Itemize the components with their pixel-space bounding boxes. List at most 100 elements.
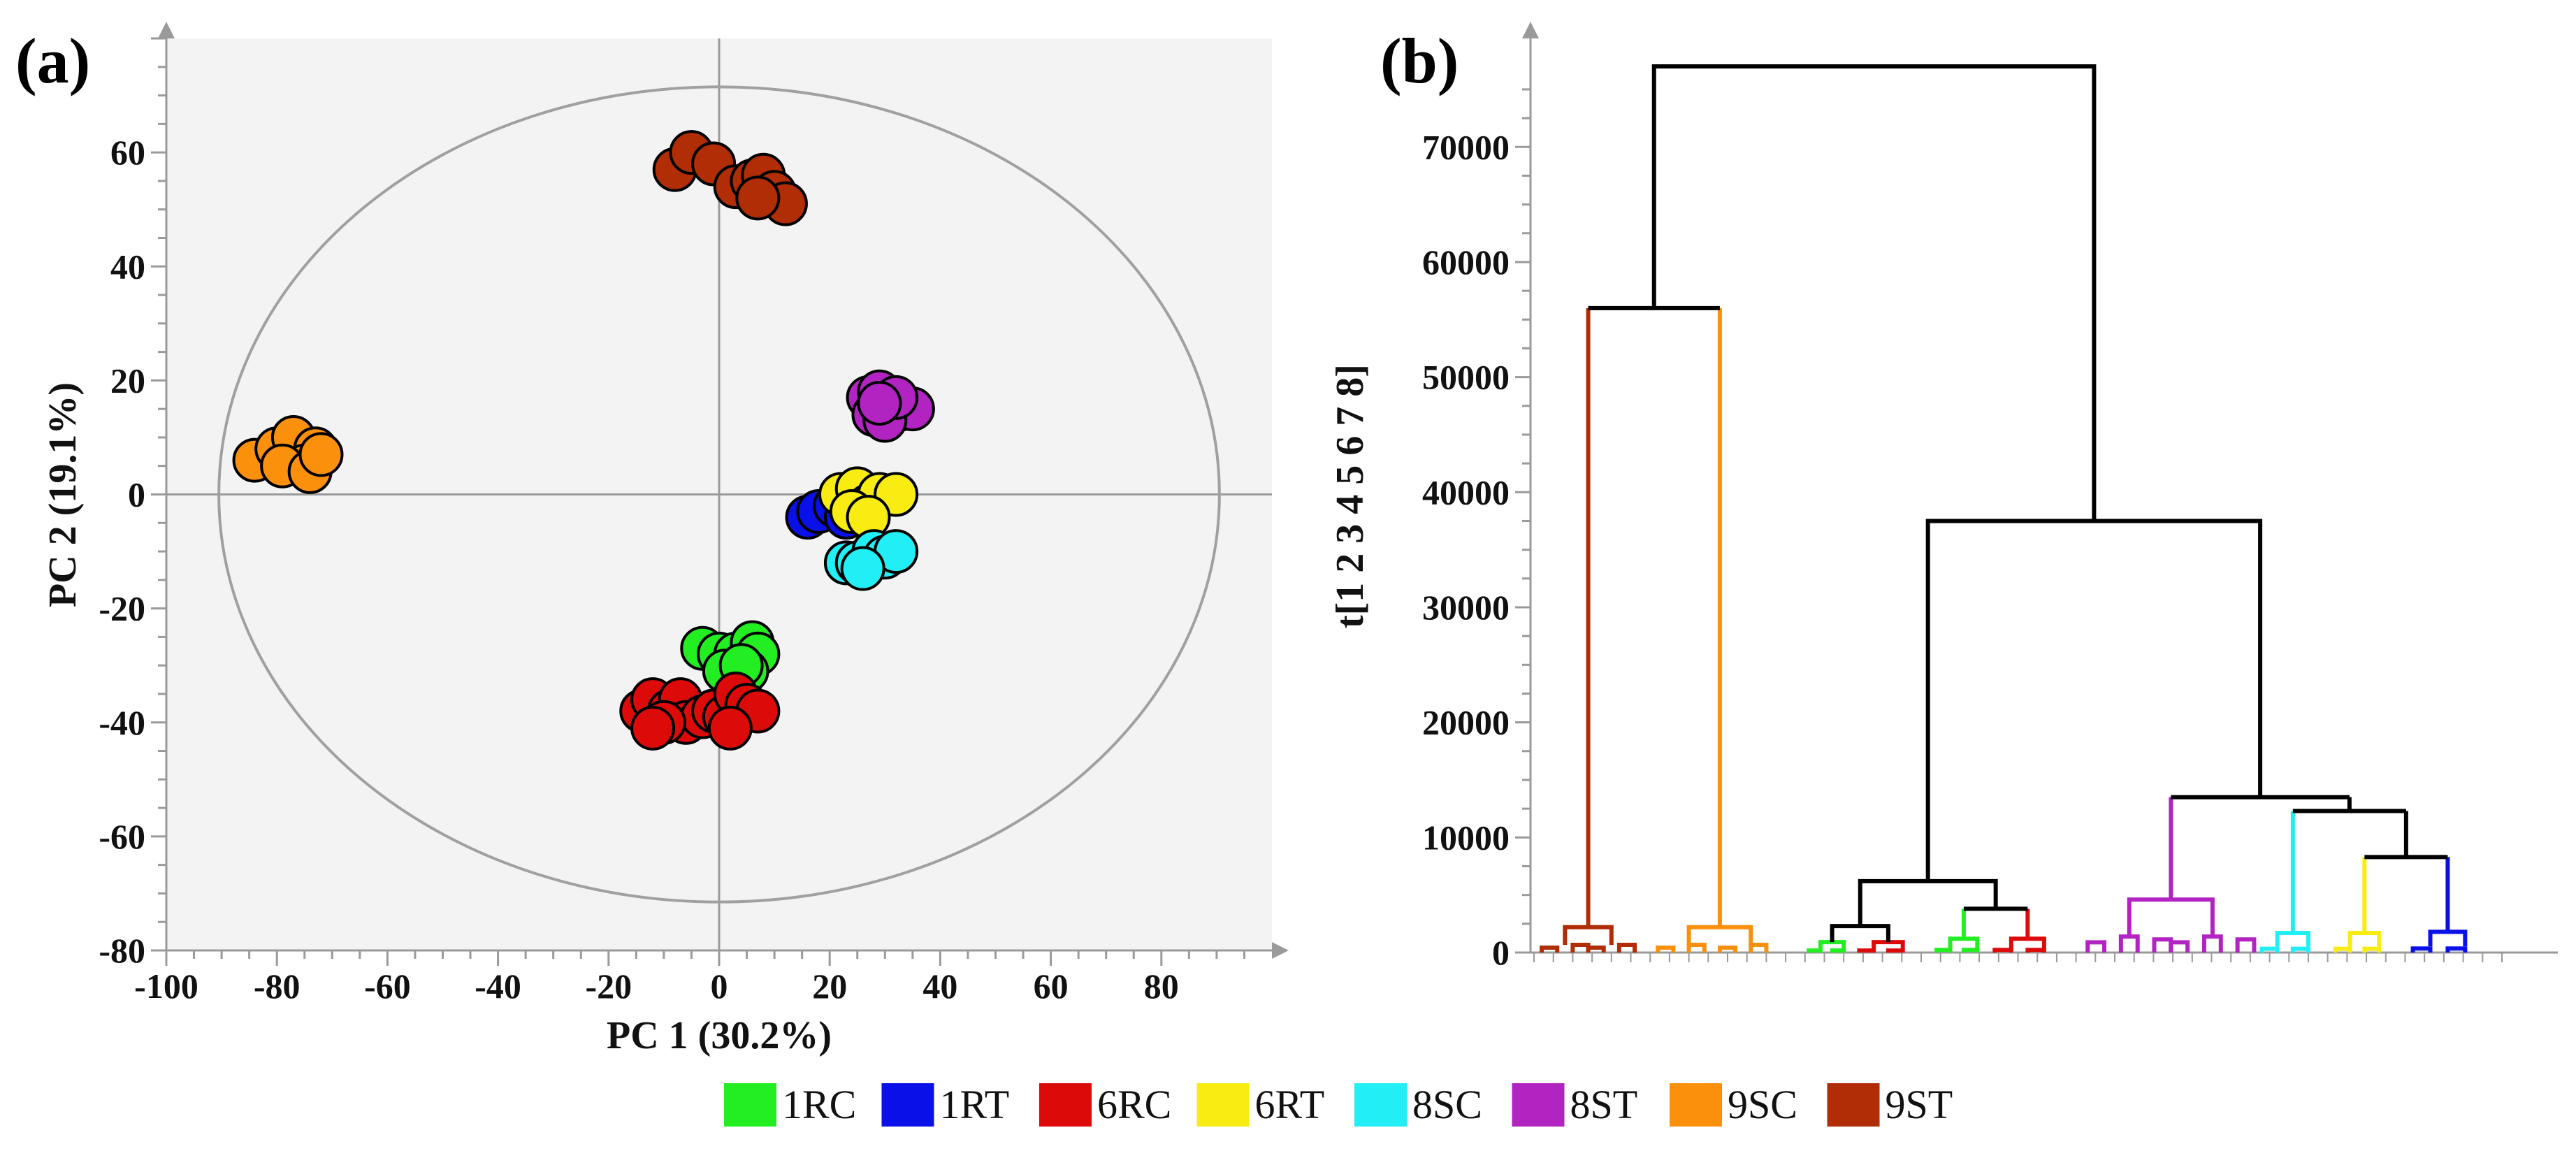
- pca-series-9SC: [232, 414, 344, 494]
- dendro-8ST-leaves: [2235, 937, 2257, 953]
- pca-x-axis-arrow: [1272, 942, 1289, 959]
- legend-swatch-9SC: [1670, 1083, 1722, 1127]
- pca-x-tick-label: -80: [254, 967, 301, 1006]
- legend-label-9ST: 9ST: [1886, 1082, 1953, 1127]
- dendro-8ST-sub: [2127, 897, 2215, 937]
- dendro-y-tick-label: 20000: [1422, 703, 1510, 742]
- legend-swatch-9ST: [1827, 1083, 1880, 1127]
- dendro-9ST-leaves: [1586, 946, 1606, 953]
- dendro-9SC-sub: [1686, 925, 1753, 946]
- dendro-y-axis-arrow: [1522, 22, 1539, 38]
- dendro-link-77000: [1651, 64, 2097, 521]
- pca-x-tick-label: 0: [711, 967, 728, 1006]
- pca-point-6RC: [630, 705, 676, 751]
- dendro-y-tick-label: 50000: [1422, 358, 1510, 397]
- dendro-8SC-leaves: [2259, 946, 2280, 953]
- dendro-9SC-leaves: [1749, 943, 1769, 953]
- dendro-y-tick-label: 60000: [1422, 242, 1510, 282]
- dendro-y-tick-label: 30000: [1422, 588, 1510, 627]
- pca-x-tick-label: -40: [475, 967, 521, 1006]
- dendro-1RC-b-leaves: [1961, 948, 1980, 953]
- pca-point-9SC: [298, 432, 344, 477]
- dendro-6RC-a-leaves: [1886, 948, 1905, 953]
- pca-points: [232, 130, 935, 751]
- pca-series-8SC: [823, 529, 919, 591]
- dendro-8ST-leaves: [2169, 940, 2190, 953]
- legend-label-8ST: 8ST: [1570, 1082, 1638, 1127]
- dendro-9SC-leaves: [1656, 946, 1676, 953]
- pca-y-tick-label: -40: [99, 703, 145, 742]
- pca-y-tick-labels: -80 -60 -40 -20 0 20 40 60: [99, 133, 145, 970]
- pca-x-tick-label: -20: [585, 967, 632, 1006]
- pca-x-tick-label: -60: [364, 967, 411, 1006]
- dendro-link-37500: [1925, 519, 2263, 881]
- dendro-6RC-b-leaves: [2025, 948, 2046, 953]
- legend-label-8SC: 8SC: [1412, 1082, 1482, 1127]
- dendro-1RT-sub: [2428, 929, 2468, 947]
- legend-label-1RT: 1RT: [940, 1082, 1010, 1127]
- panel-a-label: (a): [15, 25, 90, 96]
- dendro-y-tick-label: 10000: [1422, 818, 1510, 857]
- dendro-1RC-b-sub: [1948, 936, 1980, 949]
- legend-label-9SC: 9SC: [1728, 1082, 1797, 1127]
- legend-swatch-8ST: [1512, 1083, 1565, 1127]
- pca-y-tick-label: -60: [99, 817, 145, 856]
- pca-series-1RC: [680, 620, 781, 694]
- pca-y-tick-label: 0: [128, 475, 145, 514]
- legend-swatch-1RC: [724, 1083, 776, 1127]
- dendro-6RT-sub: [2347, 931, 2382, 947]
- hotelling-ellipse: [217, 85, 1221, 904]
- dendro-9SC-leaves: [1686, 943, 1707, 953]
- dendro-y-tick-label: 40000: [1422, 472, 1510, 512]
- dendro-1RC-a-sub: [1818, 940, 1846, 950]
- dendro-1RT-leaves: [2410, 946, 2433, 953]
- pca-x-tick-labels: -100 -80 -60 -40 -20 0 20 40 60 80: [134, 967, 1179, 1006]
- dendro-1RC-b-leaves: [1934, 948, 1953, 953]
- pca-series-6RC: [619, 671, 781, 751]
- pca-y-axis-arrow: [158, 22, 175, 38]
- pca-point-6RC: [707, 705, 753, 751]
- pca-point-8ST: [857, 381, 902, 426]
- pca-ticks: [151, 37, 1245, 966]
- pca-y-axis-label: PC 2 (19.1%): [41, 382, 85, 607]
- pca-x-axis-label: PC 1 (30.2%): [607, 1014, 832, 1057]
- dendrogram: 0 10000 20000 30000 40000 50000 60000 70000 t[1…: [1329, 22, 2558, 972]
- dendro-8SC-leaves: [2290, 946, 2310, 953]
- pca-point-8SC: [840, 546, 885, 591]
- dendro-8SC-sub: [2275, 931, 2310, 947]
- dendro-1RC-a-leaves: [1830, 948, 1846, 953]
- dendro-8ST-leaves: [2152, 937, 2173, 953]
- dendro-6RC-b-leaves: [1992, 948, 2013, 953]
- dendro-9ST-sub: [1563, 925, 1614, 946]
- pca-series-6RT: [818, 466, 919, 540]
- dendro-1RT-leaves: [2445, 946, 2468, 953]
- dendro-y-tick-label: 0: [1492, 933, 1510, 972]
- pca-x-tick-label: -100: [134, 967, 198, 1006]
- pca-y-tick-label: 20: [110, 361, 145, 400]
- panel-b-label: (b): [1380, 25, 1459, 96]
- dendro-1RC-a-leaves: [1807, 948, 1823, 953]
- pca-series-9ST: [652, 130, 808, 226]
- legend-swatch-6RC: [1039, 1083, 1092, 1127]
- pca-x-tick-label: 40: [922, 967, 957, 1006]
- dendro-6RT-leaves: [2333, 946, 2352, 953]
- legend-label-6RT: 6RT: [1255, 1082, 1325, 1127]
- legend-swatch-6RT: [1196, 1083, 1250, 1127]
- pca-y-tick-label: 40: [110, 247, 145, 286]
- dendro-6RC-a-sub: [1872, 940, 1905, 950]
- dendro-ticks: [1515, 88, 2503, 962]
- pca-score-plot: -100 -80 -60 -40 -20 0 20 40 60 80 -80-60-40-2002…: [41, 22, 1289, 1057]
- dendro-8ST-leaves: [2201, 934, 2223, 953]
- pca-series-8ST: [846, 369, 935, 443]
- legend: 1RC 1RT 6RC 6RT 8SC 8ST 9SC 9ST: [724, 1082, 1953, 1127]
- dendro-links: [1540, 64, 2468, 953]
- legend-swatch-8SC: [1354, 1083, 1407, 1127]
- dendro-link-2300: [1830, 924, 1890, 943]
- pca-y-tick-label: 60: [110, 133, 145, 172]
- dendro-6RT-leaves: [2362, 946, 2382, 953]
- dendro-9SC-leaves: [1717, 946, 1738, 953]
- dendro-8ST-leaves: [2085, 940, 2107, 953]
- dendro-link-6200: [1858, 878, 1998, 927]
- pca-point-9ST: [735, 175, 781, 221]
